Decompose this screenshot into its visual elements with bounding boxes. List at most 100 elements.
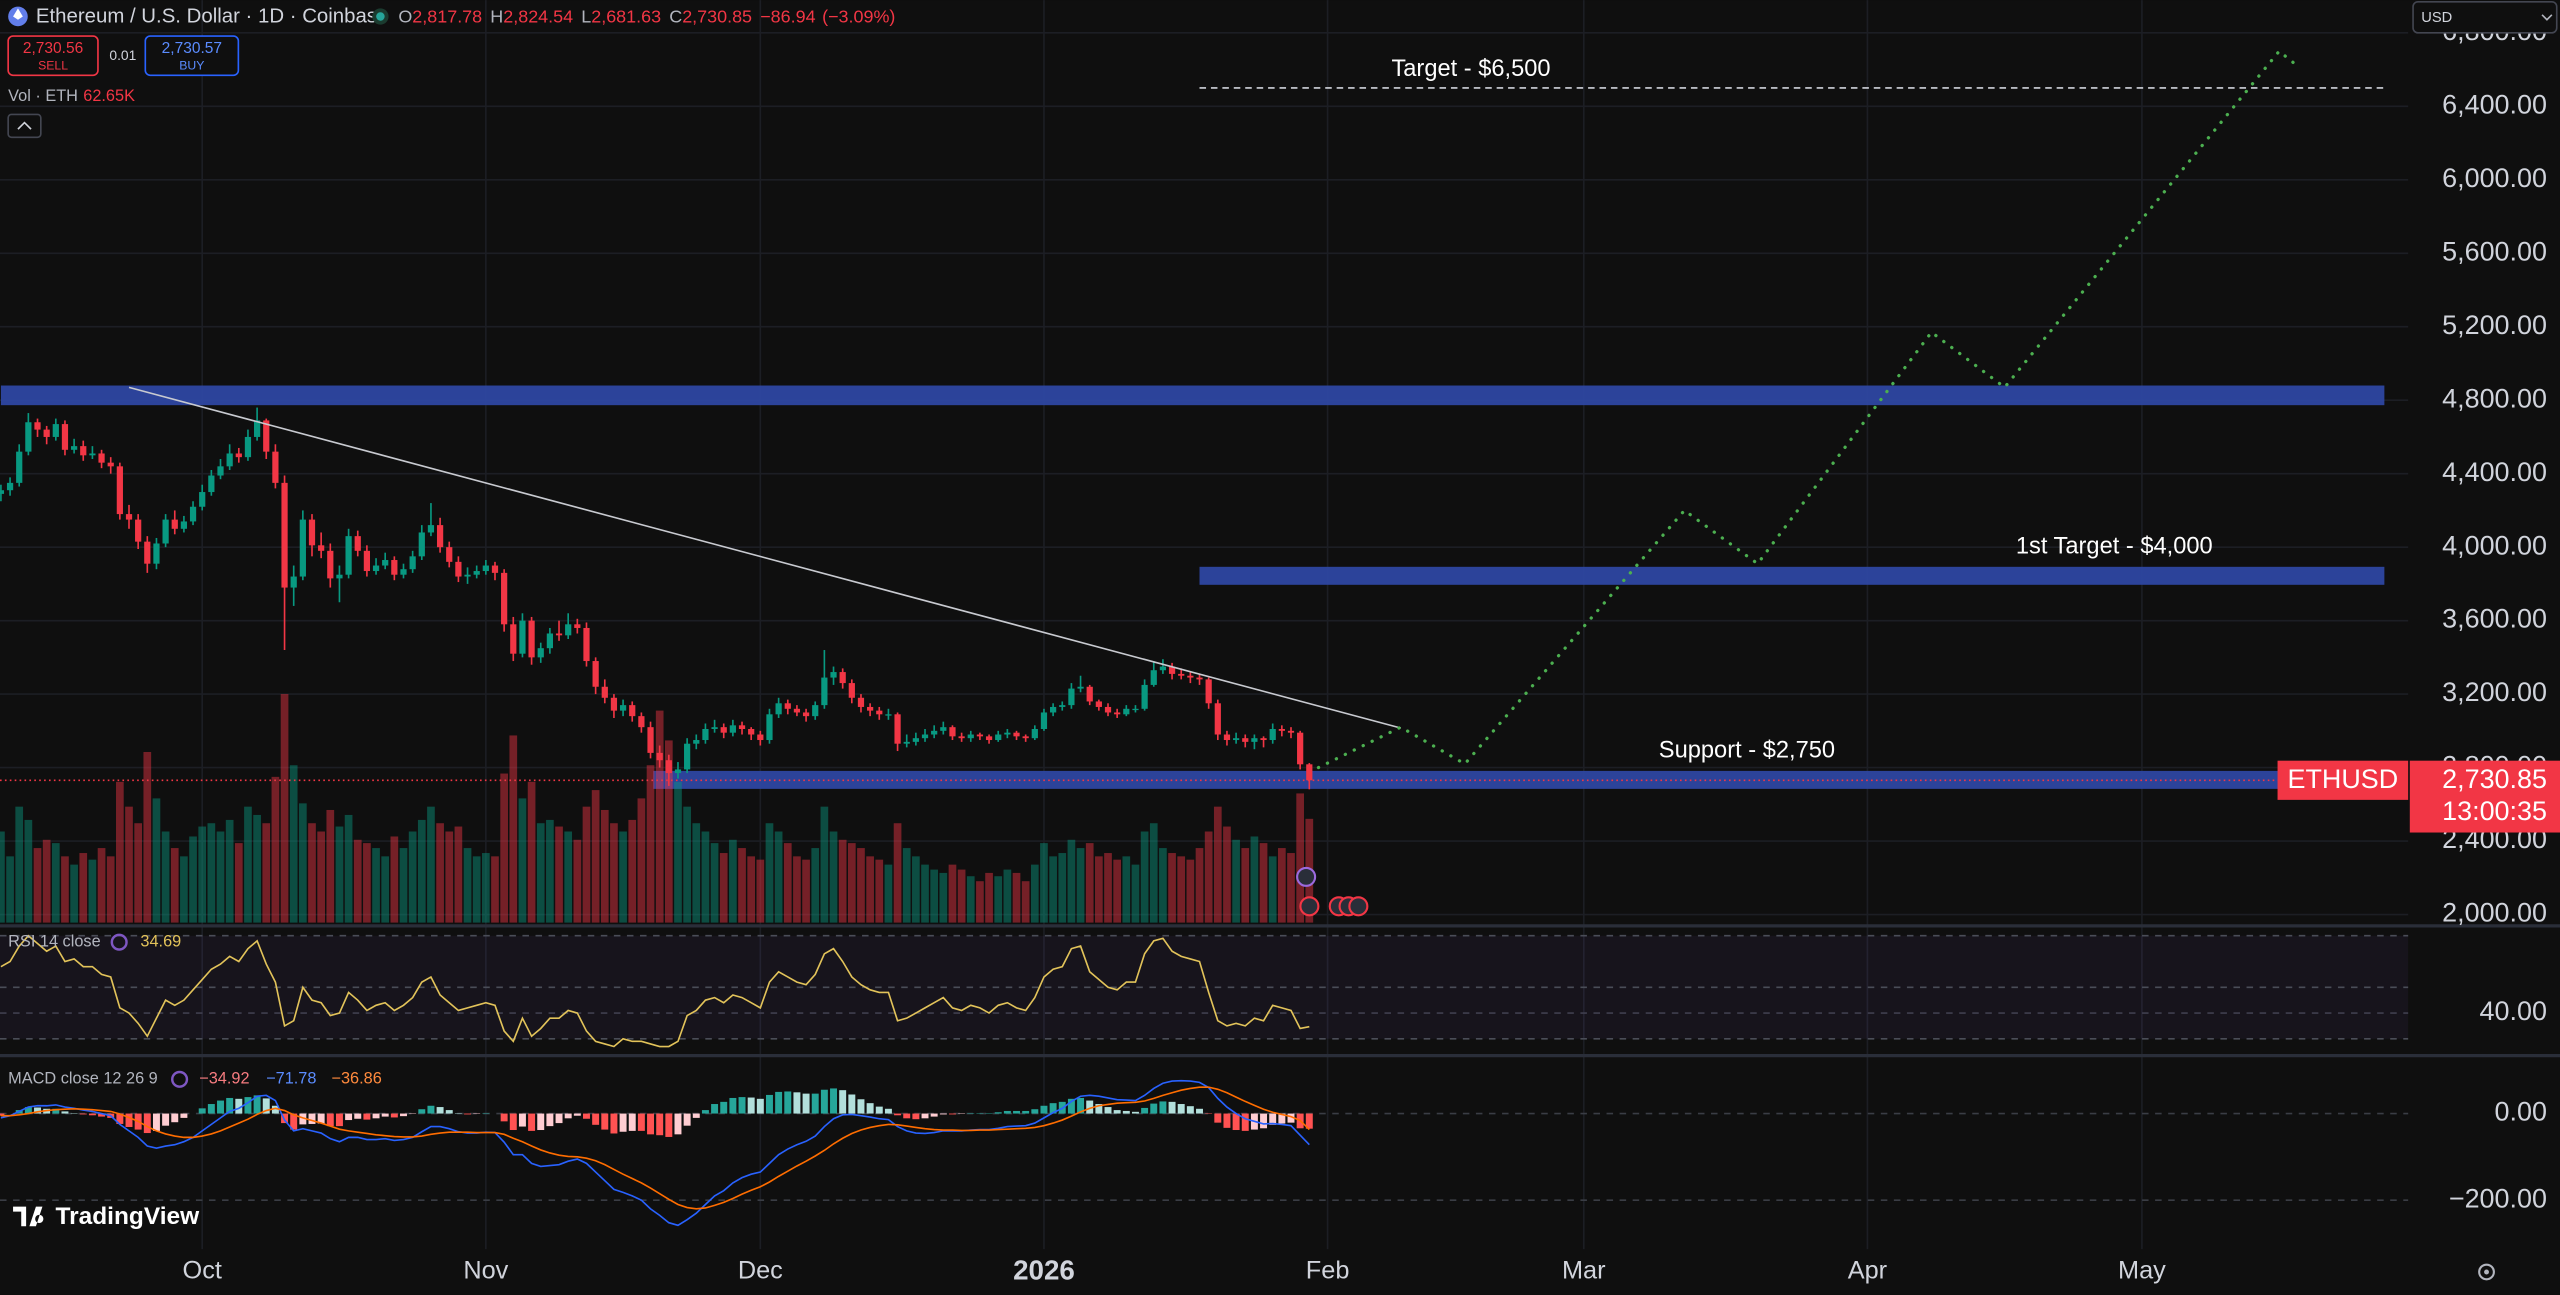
volume-bar <box>527 781 536 923</box>
candle-body <box>354 536 361 551</box>
symbol-title[interactable]: Ethereum / U.S. Dollar · 1D · Coinbase <box>36 6 388 28</box>
macd-histogram-bar <box>207 1104 215 1114</box>
candle-body <box>592 661 599 687</box>
volume-bar <box>472 856 481 923</box>
macd-histogram-bar <box>811 1093 819 1114</box>
ohlc-value: 2,824.54 <box>503 6 573 26</box>
sell-button[interactable] <box>7 35 99 77</box>
candle-body <box>949 727 956 737</box>
currency-selector[interactable] <box>2412 0 2558 34</box>
rsi-settings[interactable] <box>110 933 128 951</box>
currency-label: USD <box>2421 10 2452 26</box>
candle-body <box>1004 732 1011 735</box>
candle-body <box>235 453 242 458</box>
macd-histogram-bar <box>79 1113 87 1115</box>
candle-body <box>1123 708 1130 715</box>
volume-bar <box>509 735 518 923</box>
volume-bar <box>1095 856 1103 923</box>
macd-histogram-bar <box>217 1100 224 1114</box>
macd-histogram-bar <box>363 1113 371 1120</box>
macd-histogram-bar <box>665 1113 673 1137</box>
buy-button[interactable] <box>144 35 240 77</box>
macd-histogram-bar <box>1159 1101 1167 1114</box>
candle-body <box>1086 686 1093 702</box>
candle-body <box>336 574 343 579</box>
macd-histogram-bar <box>171 1113 179 1123</box>
volume-bar <box>829 831 838 923</box>
event-icon[interactable] <box>1296 866 1317 887</box>
volume-bar <box>930 869 939 923</box>
macd-histogram-bar <box>1287 1113 1295 1123</box>
brand-name: TradingView <box>56 1203 201 1230</box>
candle-body <box>1260 738 1267 741</box>
y-tick-label: 3,200.00 <box>2442 677 2547 707</box>
candle-body <box>418 532 425 557</box>
volume-bar <box>729 839 737 923</box>
candle-body <box>318 545 325 551</box>
volume-bar <box>610 823 618 923</box>
volume-bar <box>363 843 371 923</box>
volume-bar <box>500 773 508 923</box>
volume-bar <box>802 859 810 923</box>
volume-bar <box>1177 856 1186 923</box>
settings-icon[interactable] <box>2478 1263 2495 1281</box>
volume-bar <box>884 864 893 923</box>
volume-bar <box>1223 826 1231 923</box>
volume-bar <box>180 856 188 923</box>
candle-body <box>958 736 965 739</box>
volume-bar <box>857 848 865 923</box>
candle-body <box>16 451 23 483</box>
macd-histogram-bar <box>903 1113 911 1119</box>
candle-body <box>409 556 416 570</box>
volume-bar <box>225 819 234 923</box>
volume-bar <box>1195 848 1204 923</box>
volume-bar <box>253 814 261 923</box>
candle-body <box>1242 738 1249 742</box>
volume-bar <box>1232 839 1240 923</box>
candle-body <box>510 624 517 654</box>
macd-histogram-bar <box>271 1105 279 1114</box>
macd-histogram-bar <box>98 1113 106 1117</box>
macd-histogram-bar <box>1077 1097 1085 1114</box>
volume-bar <box>445 831 454 923</box>
macd-histogram-bar <box>738 1097 746 1114</box>
macd-settings[interactable] <box>171 1070 189 1088</box>
macd-histogram-bar <box>793 1092 801 1114</box>
collapse-icon <box>17 121 32 130</box>
candle-body <box>921 734 929 739</box>
candle-body <box>885 714 892 716</box>
y-tick-label: 3,600.00 <box>2442 604 2547 634</box>
y-tick-label: 4,400.00 <box>2442 457 2547 487</box>
y-tick-label: −200.00 <box>2449 1183 2547 1213</box>
macd-histogram-bar <box>583 1113 590 1119</box>
x-tick-label: Oct <box>183 1257 222 1285</box>
volume-bar <box>189 836 197 923</box>
volume-bar <box>1049 856 1057 923</box>
candle-body <box>812 705 819 717</box>
event-icon[interactable] <box>1348 896 1369 917</box>
macd-histogram-bar <box>1086 1100 1094 1114</box>
volume-bar <box>701 831 710 923</box>
candle-body <box>537 648 544 658</box>
candle-body <box>98 453 105 463</box>
collapse-button[interactable] <box>7 113 42 139</box>
macd-histogram-bar <box>1196 1108 1203 1114</box>
candle-body <box>1251 738 1258 742</box>
overlay: Ethereum / U.S. Dollar · 1D · Coinbase O… <box>7 0 2558 1281</box>
macd-histogram-bar <box>711 1104 719 1114</box>
candle-body <box>116 466 123 515</box>
candle-body <box>0 490 5 494</box>
macd-line <box>0 1079 1310 1227</box>
macd-histogram-bar <box>235 1098 243 1114</box>
macd-histogram-bar <box>244 1097 252 1114</box>
macd-histogram-bar <box>1049 1103 1057 1114</box>
sell-price: 2,730.56 <box>23 40 83 57</box>
candle-body <box>199 492 206 507</box>
event-icon[interactable] <box>1299 896 1320 917</box>
volume-bar <box>463 848 472 923</box>
zone-label: 1st Target - $4,000 <box>2016 533 2213 559</box>
candle-body <box>894 714 901 744</box>
change: −86.94 <box>760 6 815 26</box>
volume-bar <box>116 781 124 923</box>
candle-body <box>976 734 984 737</box>
